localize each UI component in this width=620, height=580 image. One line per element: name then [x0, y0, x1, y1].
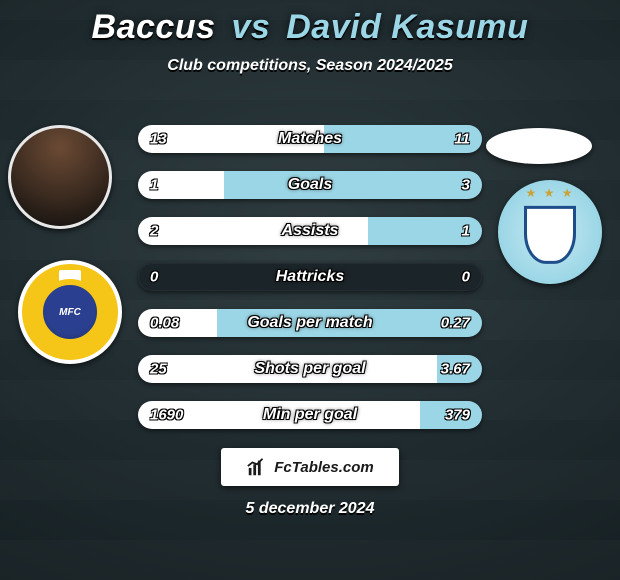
vs-text: vs [231, 8, 270, 46]
stat-rows: 1311Matches13Goals21Assists00Hattricks0.… [138, 125, 482, 447]
stat-value-right: 3.67 [441, 361, 470, 378]
stat-value-left: 0 [150, 269, 158, 286]
stat-row: 2 1 Assists [138, 217, 482, 245]
snapshot-date: 5 december 2024 [0, 500, 620, 518]
stat-fill-right [224, 171, 482, 199]
stat-value-left: 0.08 [150, 315, 179, 332]
stat-value-right: 3 [462, 177, 470, 194]
stat-value-right: 11 [454, 131, 470, 148]
stat-value-left: 2 [150, 223, 158, 240]
stat-label: Goals per match [247, 314, 372, 332]
stat-label: Min per goal [263, 406, 357, 424]
stat-row: 0.08 0.27 Goals per match [138, 309, 482, 337]
stat-value-right: 379 [445, 407, 470, 424]
player1-photo [8, 125, 112, 229]
stat-row: 1 3 Goals [138, 171, 482, 199]
season-subtitle: Club competitions, Season 2024/2025 [0, 57, 620, 75]
comparison-title: Baccus vs David Kasumu [0, 0, 620, 47]
player2-name: David Kasumu [286, 8, 528, 46]
stat-row: 13 11 Matches [138, 125, 482, 153]
source-badge: FcTables.com [221, 448, 399, 486]
player2-flag-oval [486, 128, 592, 164]
stat-label: Goals [288, 176, 332, 194]
chart-icon [246, 456, 268, 478]
source-text: FcTables.com [274, 459, 373, 476]
player2-club-crest [498, 180, 602, 284]
stat-value-left: 25 [150, 361, 167, 378]
stat-value-left: 1 [150, 177, 158, 194]
stat-row: 0 0 Hattricks [138, 263, 482, 291]
stat-row: 1690 379 Min per goal [138, 401, 482, 429]
player1-name: Baccus [92, 8, 216, 46]
stat-value-right: 1 [462, 223, 470, 240]
stat-label: Shots per goal [254, 360, 365, 378]
stat-value-left: 1690 [150, 407, 183, 424]
player1-club-crest-inner: MFC [37, 279, 103, 345]
player1-club-crest: MFC [18, 260, 122, 364]
stat-label: Assists [282, 222, 339, 240]
stat-value-left: 13 [150, 131, 167, 148]
stat-row: 25 3.67 Shots per goal [138, 355, 482, 383]
stat-label: Hattricks [276, 268, 344, 286]
stat-label: Matches [278, 130, 342, 148]
stat-value-right: 0 [462, 269, 470, 286]
stat-value-right: 0.27 [441, 315, 470, 332]
comparison-stage: MFC 1311Matches13Goals21Assists00Hattric… [0, 110, 620, 440]
